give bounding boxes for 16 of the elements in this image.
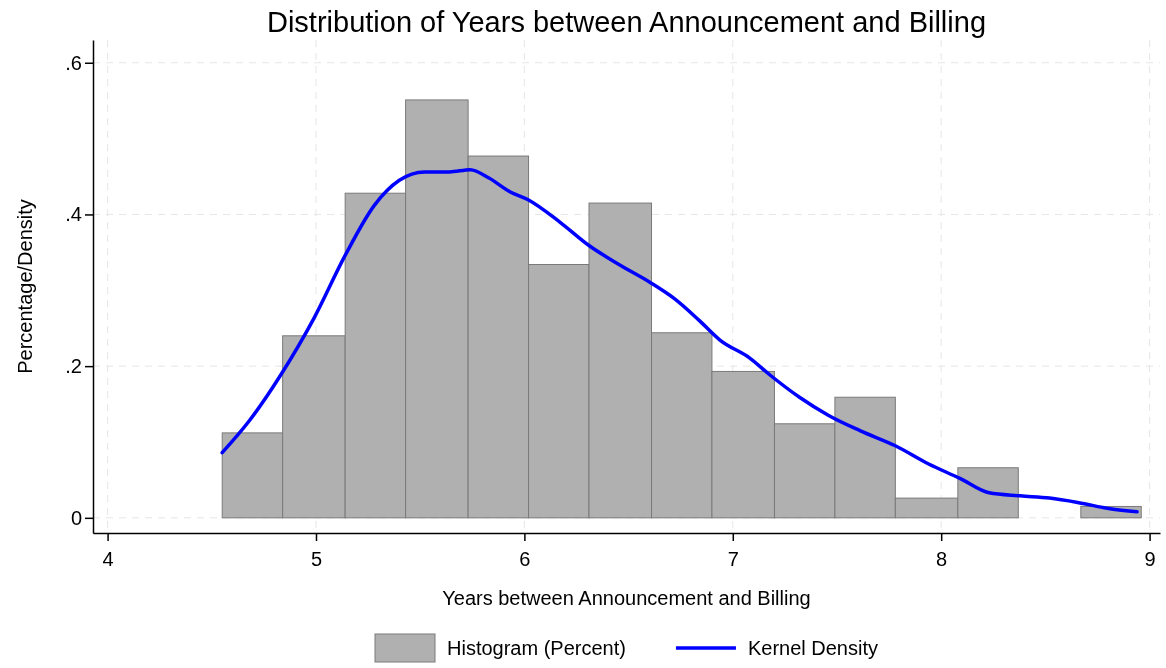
y-tick-label: .4 bbox=[65, 203, 82, 226]
y-tick-label: .2 bbox=[65, 355, 82, 378]
legend-label: Kernel Density bbox=[747, 637, 878, 659]
x-tick-label: 7 bbox=[727, 548, 739, 570]
x-tick-label: 5 bbox=[310, 548, 323, 570]
x-tick-label: 8 bbox=[936, 548, 948, 570]
chart-title: Distribution of Years between Announcement and Billing bbox=[266, 6, 987, 38]
x-tick-label: 4 bbox=[102, 548, 114, 570]
line-series bbox=[220, 167, 1139, 514]
x-tick-label: 6 bbox=[519, 548, 531, 570]
legend-label: Histogram (Percent) bbox=[447, 637, 626, 659]
y-tick-label: .6 bbox=[65, 51, 82, 74]
x-axis-title: Years between Announcement and Billing bbox=[442, 587, 811, 609]
x-tick-label: 9 bbox=[1144, 548, 1156, 570]
y-tick-label: 0 bbox=[70, 506, 82, 529]
y-axis-title: Percentage/Density bbox=[14, 199, 36, 374]
